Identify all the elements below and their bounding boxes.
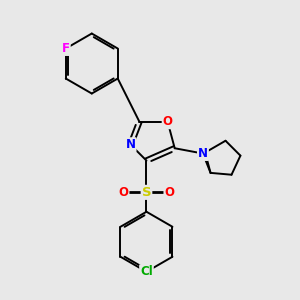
Text: O: O [164,186,174,199]
Text: Cl: Cl [140,265,153,278]
Text: O: O [163,115,172,128]
Text: N: N [198,147,208,160]
Text: N: N [126,138,136,151]
Text: F: F [62,42,70,55]
Text: S: S [142,186,151,199]
Text: O: O [118,186,128,199]
